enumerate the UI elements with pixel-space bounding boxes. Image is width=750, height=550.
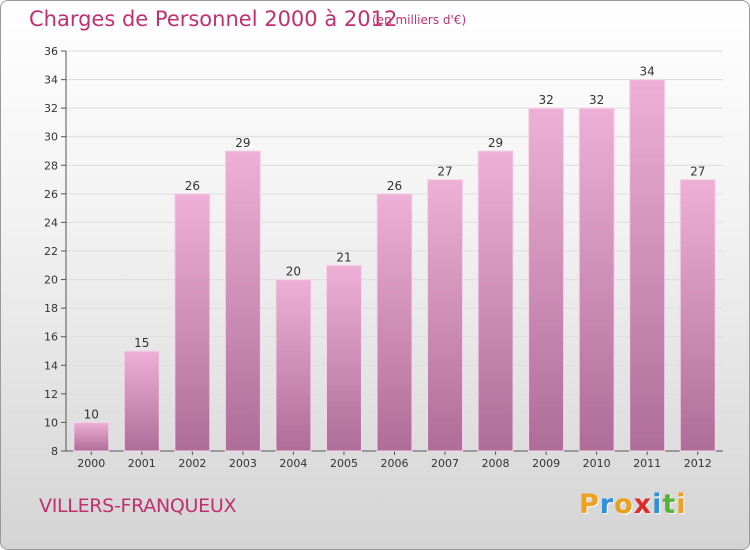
logo-letter: x [633,489,653,520]
data-label: 27 [690,165,705,179]
bar [376,193,413,452]
data-label: 10 [84,407,99,421]
chart-subtitle: (en milliers d'€) [372,13,467,27]
chart-title: Charges de Personnel 2000 à 2012 [29,7,398,31]
data-label: 32 [589,93,604,107]
y-tick-label: 10 [44,416,58,429]
bar [174,193,211,452]
logo-letter: o [614,489,634,520]
data-labels: 10 15 26 29 20 21 26 27 29 32 32 34 27 [84,65,706,422]
bar [325,264,362,452]
y-tick-label: 22 [44,245,58,258]
y-tick-label: 20 [44,274,58,287]
y-tick-label: 12 [44,388,58,401]
x-tick-label: 2008 [482,457,510,470]
data-label: 21 [336,250,351,264]
x-tick-label: 2010 [583,457,611,470]
bar [427,179,464,452]
logo-letter: P [579,489,600,520]
x-tick-label: 2007 [431,457,459,470]
y-tick-label: 14 [44,359,58,372]
bar [224,150,261,452]
y-tick-label: 24 [44,216,58,229]
y-tick-label: 34 [44,74,58,87]
bar [73,421,110,452]
bar [679,179,716,452]
bar [477,150,514,452]
x-tick-label: 2011 [633,457,661,470]
x-tick-label: 2001 [128,457,156,470]
bar [528,107,565,452]
data-label: 29 [488,136,503,150]
proxiti-logo[interactable]: Proxiti [579,489,687,520]
x-tick-label: 2003 [229,457,257,470]
bar [275,279,312,452]
y-tick-label: 26 [44,188,58,201]
data-label: 15 [134,336,149,350]
logo-letter: t [662,489,677,520]
y-tick-label: 36 [44,45,58,58]
y-tick-label: 30 [44,131,58,144]
x-tick-label: 2004 [279,457,307,470]
x-tick-label: 2012 [684,457,712,470]
data-label: 32 [538,93,553,107]
data-label: 26 [185,179,200,193]
logo-letter: i [652,489,663,520]
data-label: 27 [437,165,452,179]
x-tick-label: 2002 [178,457,206,470]
y-tick-label: 16 [44,331,58,344]
data-label: 34 [640,65,655,79]
bars [73,79,716,452]
y-tick-label: 32 [44,102,58,115]
bar [578,107,615,452]
bar [629,79,666,452]
data-label: 29 [235,136,250,150]
x-tick-label: 2000 [77,457,105,470]
axes: 8 10 12 14 16 18 20 22 24 26 28 30 32 34 36 2000 2001 200… [44,45,723,470]
x-tick-label: 2009 [532,457,560,470]
x-tick-label: 2006 [381,457,409,470]
y-tick-label: 8 [51,445,58,458]
y-tick-label: 18 [44,302,58,315]
commune-name: VILLERS-FRANQUEUX [39,495,237,517]
data-label: 20 [286,265,301,279]
logo-letter: r [599,489,615,520]
x-tick-label: 2005 [330,457,358,470]
bar [123,350,160,452]
data-label: 26 [387,179,402,193]
logo-letter: i [676,489,687,520]
y-tick-label: 28 [44,159,58,172]
